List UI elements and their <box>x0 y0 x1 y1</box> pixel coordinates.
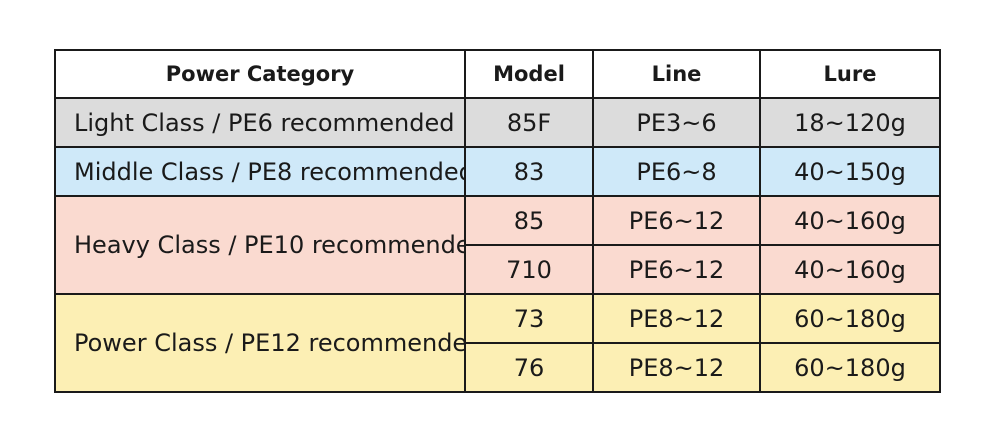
model-cell: 83 <box>464 146 594 197</box>
line-cell: PE6~8 <box>592 146 761 197</box>
header-power-category: Power Category <box>54 49 466 99</box>
table-row: Power Class / PE12 recommended 73 PE8~12… <box>54 293 941 393</box>
model-cell: 76 <box>464 342 594 393</box>
model-cell: 73 <box>464 293 594 344</box>
category-middle-class: Middle Class / PE8 recommended <box>54 146 466 197</box>
line-cell: PE6~12 <box>592 195 761 246</box>
table-row: 710 PE6~12 40~160g <box>55 244 941 295</box>
header-model: Model <box>464 49 594 99</box>
line-cell: PE6~12 <box>592 244 761 295</box>
line-cell: PE3~6 <box>592 97 761 148</box>
lure-cell: 18~120g <box>759 97 941 148</box>
model-cell: 710 <box>464 244 594 295</box>
table-row: 76 PE8~12 60~180g <box>55 342 941 393</box>
header-lure: Lure <box>759 49 941 99</box>
lure-cell: 60~180g <box>759 342 941 393</box>
lure-cell: 40~150g <box>759 146 941 197</box>
lure-cell: 60~180g <box>759 293 941 344</box>
model-cell: 85 <box>464 195 594 246</box>
lure-cell: 40~160g <box>759 244 941 295</box>
table-row: Middle Class / PE8 recommended 83 PE6~8 … <box>54 146 941 197</box>
table-row: Heavy Class / PE10 recommended 85 PE6~12… <box>54 195 941 295</box>
rod-spec-table: Power Category Model Line Lure Light Cla… <box>54 49 941 393</box>
category-power-class: Power Class / PE12 recommended <box>54 293 466 393</box>
category-heavy-class: Heavy Class / PE10 recommended <box>54 195 466 295</box>
table-row: Light Class / PE6 recommended 85F PE3~6 … <box>54 97 941 148</box>
category-light-class: Light Class / PE6 recommended <box>54 97 466 148</box>
spec-table-container: Power Category Model Line Lure Light Cla… <box>54 49 941 393</box>
lure-cell: 40~160g <box>759 195 941 246</box>
line-cell: PE8~12 <box>592 342 761 393</box>
header-line: Line <box>592 49 761 99</box>
line-cell: PE8~12 <box>592 293 761 344</box>
model-cell: 85F <box>464 97 594 148</box>
table-header-row: Power Category Model Line Lure <box>54 49 941 99</box>
